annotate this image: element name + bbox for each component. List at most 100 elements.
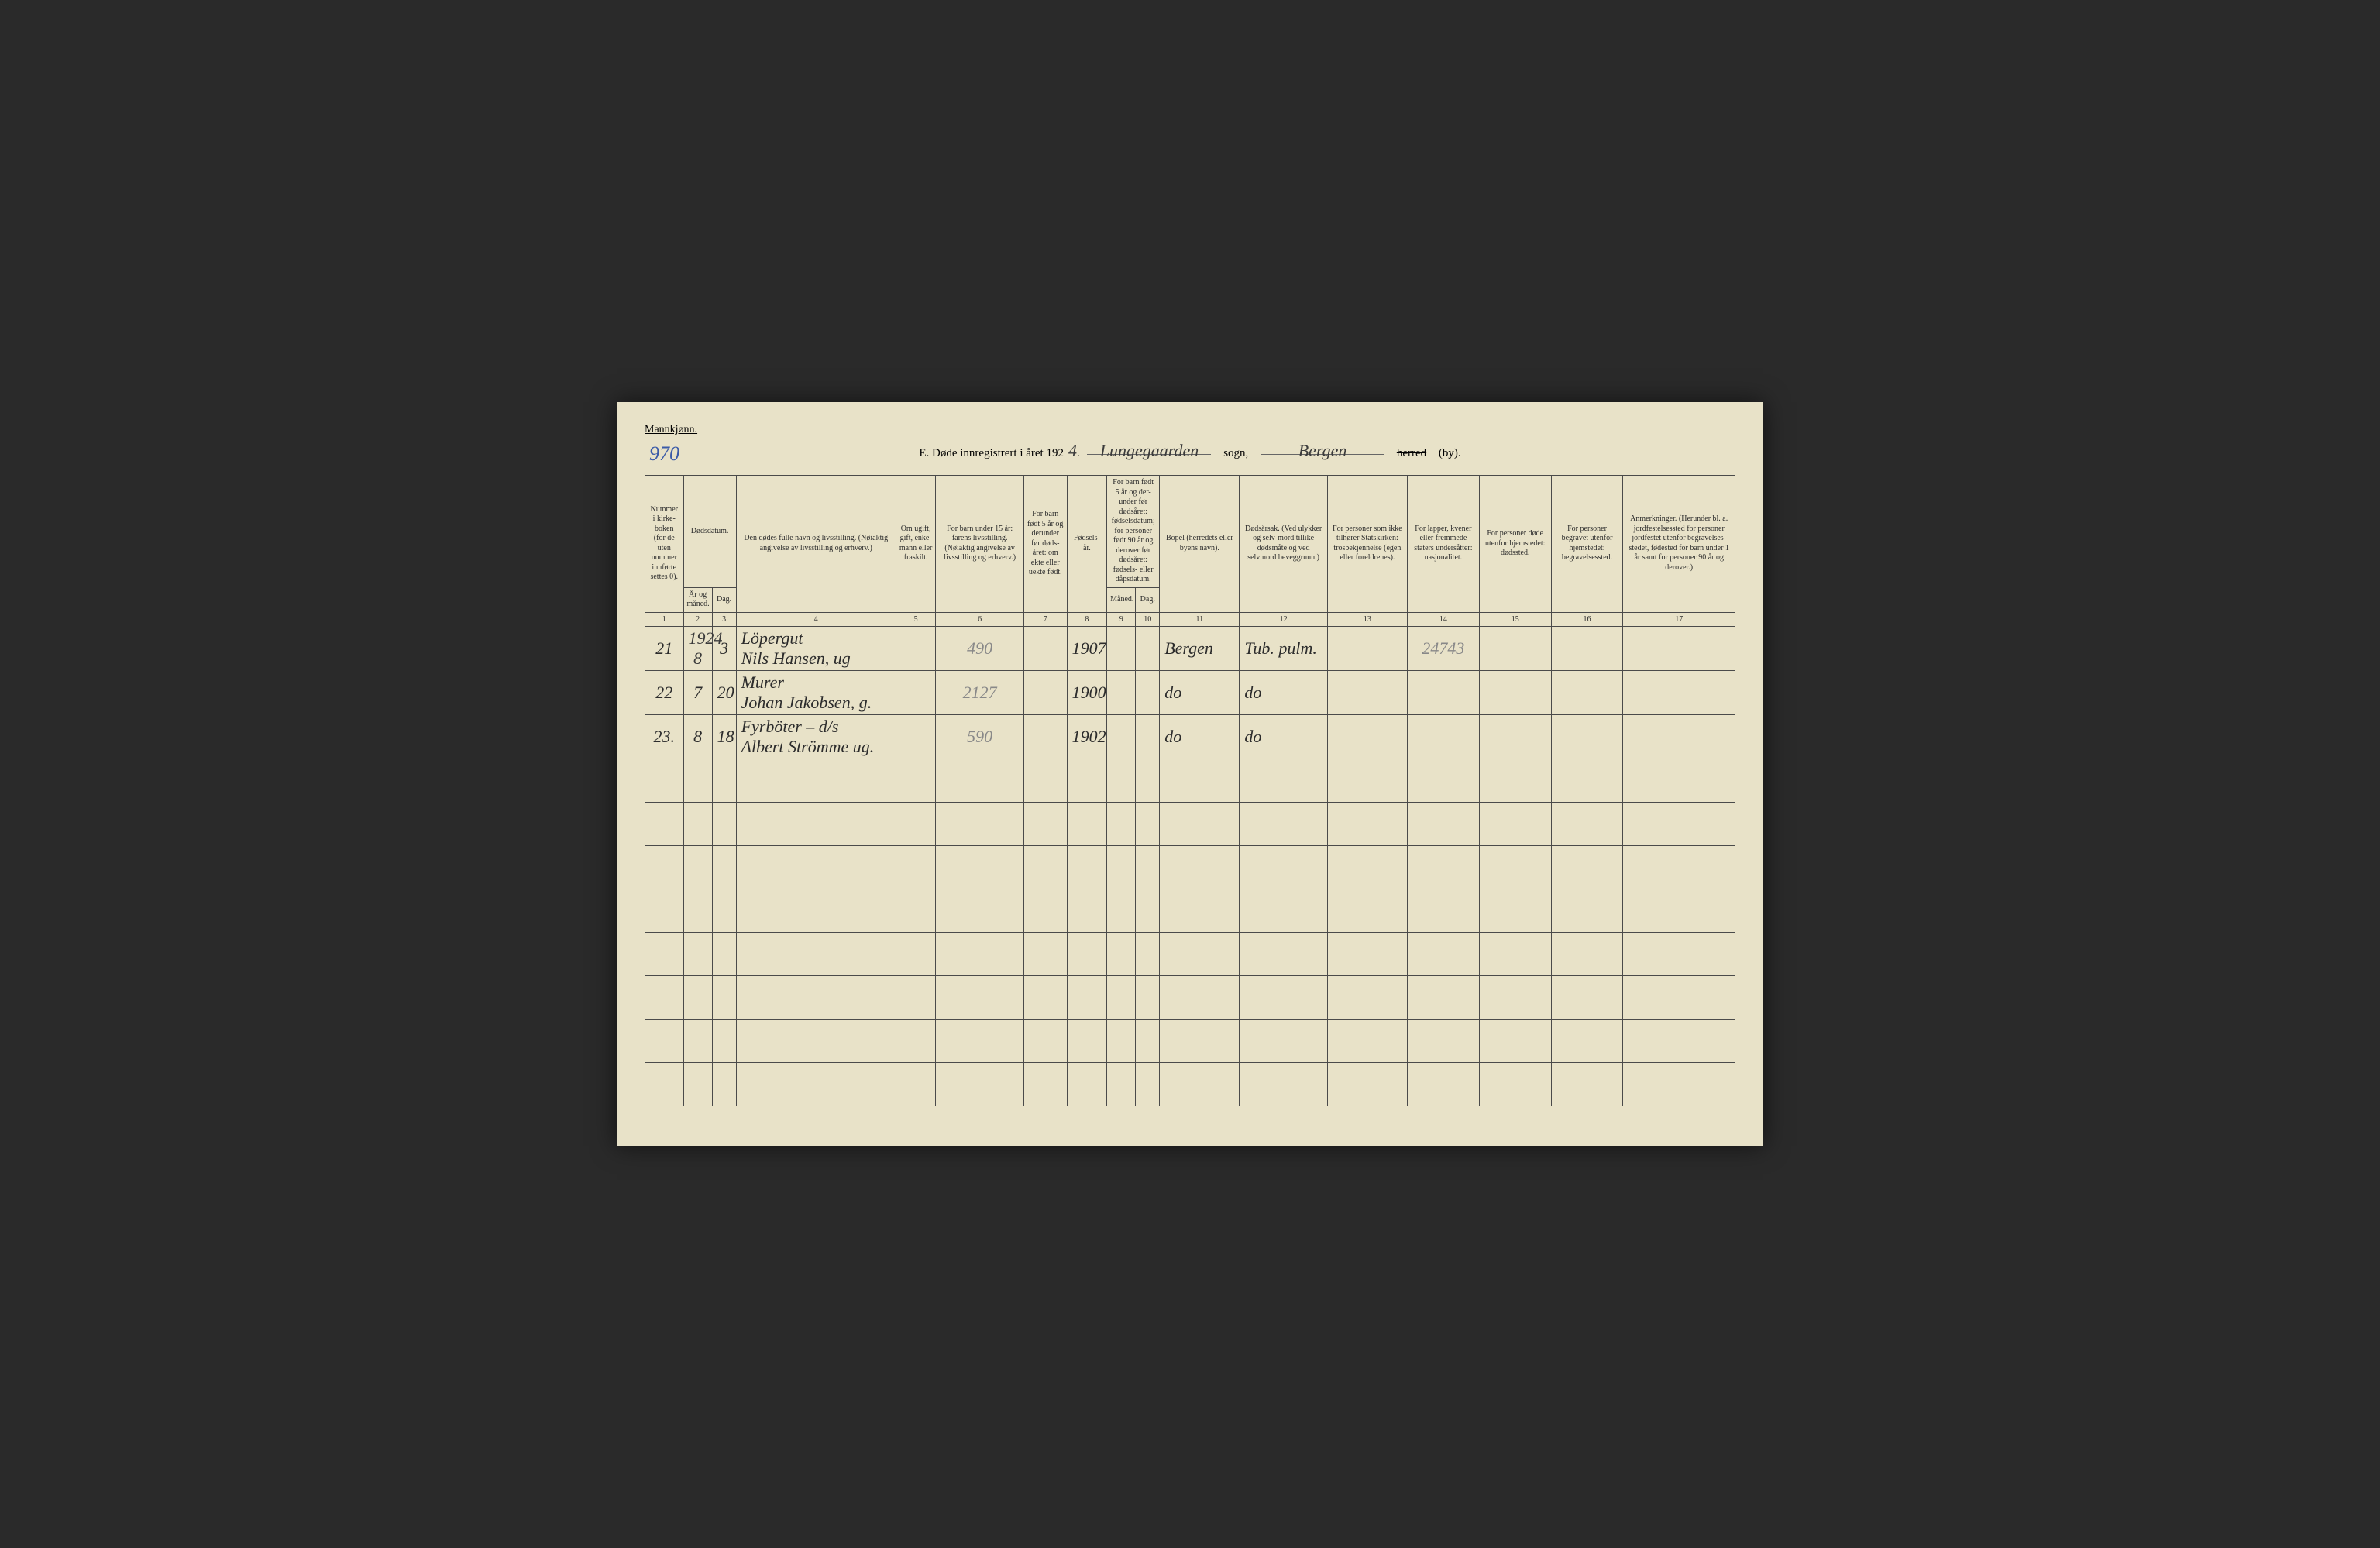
name-line1: Murer <box>741 673 891 693</box>
colnum: 1 <box>645 612 684 626</box>
cell-name: Fyrböter – d/s Albert Strömme ug. <box>736 714 896 759</box>
colnum: 14 <box>1407 612 1479 626</box>
col-header-13: For personer som ikke tilhører Statskirk… <box>1327 476 1407 613</box>
col-header-16: For personer begravet utenfor hjemstedet… <box>1551 476 1623 613</box>
cell-c17 <box>1623 670 1735 714</box>
cell-c13 <box>1327 714 1407 759</box>
col-header-8: Fødsels-år. <box>1067 476 1107 613</box>
cell-c6: 590 <box>936 714 1023 759</box>
ledger-page: Mannkjønn. 970 E. Døde innregistrert i å… <box>617 402 1763 1146</box>
cell-c17 <box>1623 714 1735 759</box>
cell-c14: 24743 <box>1407 626 1479 670</box>
col-header-5: Om ugift, gift, enke-mann eller fraskilt… <box>896 476 936 613</box>
cell-c5 <box>896 714 936 759</box>
table-row: 22 7 20 Murer Johan Jakobsen, g. 2127 19… <box>645 670 1735 714</box>
cell-c15 <box>1479 714 1551 759</box>
table-row-empty <box>645 1019 1735 1062</box>
cell-c15 <box>1479 670 1551 714</box>
cell-c10 <box>1136 626 1160 670</box>
cell-num: 21 <box>645 626 684 670</box>
cell-c5 <box>896 670 936 714</box>
cell-c5 <box>896 626 936 670</box>
table-row: 21 1924 8 3 Löpergut Nils Hansen, ug 490… <box>645 626 1735 670</box>
cell-c13 <box>1327 626 1407 670</box>
col-header-11: Bopel (herredets eller byens navn). <box>1160 476 1240 613</box>
name-line2: Johan Jakobsen, g. <box>741 693 891 713</box>
cell-c7 <box>1023 670 1067 714</box>
table-row-empty <box>645 1062 1735 1106</box>
cell-cause: Tub. pulm. <box>1240 626 1327 670</box>
colnum: 15 <box>1479 612 1551 626</box>
table-row-empty <box>645 889 1735 932</box>
col-header-9a: Måned. <box>1107 587 1136 612</box>
colnum: 8 <box>1067 612 1107 626</box>
cell-c15 <box>1479 626 1551 670</box>
col-header-9-10-top: For barn født 5 år og der-under før døds… <box>1107 476 1160 588</box>
col-header-12: Dødsårsak. (Ved ulykker og selv-mord til… <box>1240 476 1327 613</box>
cell-c6: 2127 <box>936 670 1023 714</box>
colnum: 6 <box>936 612 1023 626</box>
cell-c7 <box>1023 714 1067 759</box>
table-row-empty <box>645 932 1735 975</box>
cell-cause: do <box>1240 670 1327 714</box>
cell-birth-year: 1902 <box>1067 714 1107 759</box>
cell-c14 <box>1407 714 1479 759</box>
table-row: 23. 8 18 Fyrböter – d/s Albert Strömme u… <box>645 714 1735 759</box>
colnum: 5 <box>896 612 936 626</box>
cell-c14 <box>1407 670 1479 714</box>
cell-c6: 490 <box>936 626 1023 670</box>
col-header-2b: Dag. <box>712 587 736 612</box>
col-header-15: For personer døde utenfor hjemstedet: dø… <box>1479 476 1551 613</box>
table-body: 21 1924 8 3 Löpergut Nils Hansen, ug 490… <box>645 626 1735 1106</box>
table-row-empty <box>645 759 1735 802</box>
ledger-table: Nummer i kirke-boken (for de uten nummer… <box>645 475 1735 1106</box>
cell-cause: do <box>1240 714 1327 759</box>
name-line1: Fyrböter – d/s <box>741 717 891 737</box>
col-header-4: Den dødes fulle navn og livsstilling. (N… <box>736 476 896 613</box>
cell-birth-year: 1907 <box>1067 626 1107 670</box>
colnum: 13 <box>1327 612 1407 626</box>
col-header-2-top: Dødsdatum. <box>683 476 736 588</box>
table-row-empty <box>645 802 1735 845</box>
name-line2: Albert Strömme ug. <box>741 737 891 757</box>
colnum: 11 <box>1160 612 1240 626</box>
title-line: E. Døde innregistrert i året 1924. Lunge… <box>645 441 1735 461</box>
cell-c16 <box>1551 714 1623 759</box>
colnum: 4 <box>736 612 896 626</box>
herred-suffix: (by). <box>1439 447 1461 459</box>
colnum: 12 <box>1240 612 1327 626</box>
sogn-value: Lungegaarden <box>1100 441 1199 460</box>
title-prefix: E. Døde innregistrert i året 192 <box>919 447 1064 459</box>
cell-c10 <box>1136 714 1160 759</box>
name-line2: Nils Hansen, ug <box>741 648 891 669</box>
herred-strike: herred <box>1397 447 1426 459</box>
table-head: Nummer i kirke-boken (for de uten nummer… <box>645 476 1735 627</box>
cell-c10 <box>1136 670 1160 714</box>
cell-c9 <box>1107 670 1136 714</box>
cell-day: 20 <box>712 670 736 714</box>
col-header-1: Nummer i kirke-boken (for de uten nummer… <box>645 476 684 613</box>
cell-c7 <box>1023 626 1067 670</box>
herred-value: Bergen <box>1298 441 1347 460</box>
sogn-blank: Lungegaarden <box>1087 441 1211 455</box>
colnum: 10 <box>1136 612 1160 626</box>
cell-c13 <box>1327 670 1407 714</box>
gender-label: Mannkjønn. <box>645 424 697 436</box>
herred-blank: Bergen <box>1261 441 1384 455</box>
table-row-empty <box>645 845 1735 889</box>
year-suffix: 4 <box>1068 441 1077 460</box>
cell-c9 <box>1107 714 1136 759</box>
cell-month: 1924 8 <box>683 626 712 670</box>
colnum: 3 <box>712 612 736 626</box>
colnum: 2 <box>683 612 712 626</box>
colnum: 17 <box>1623 612 1735 626</box>
cell-name: Löpergut Nils Hansen, ug <box>736 626 896 670</box>
col-header-6: For barn under 15 år: farens livsstillin… <box>936 476 1023 613</box>
cell-month-val: 8 <box>689 648 707 669</box>
name-line1: Löpergut <box>741 628 891 648</box>
col-header-7: For barn født 5 år og derunder før døds-… <box>1023 476 1067 613</box>
col-header-14: For lapper, kvener eller fremmede stater… <box>1407 476 1479 613</box>
cell-name: Murer Johan Jakobsen, g. <box>736 670 896 714</box>
cell-day: 18 <box>712 714 736 759</box>
col-header-9b: Dag. <box>1136 587 1160 612</box>
